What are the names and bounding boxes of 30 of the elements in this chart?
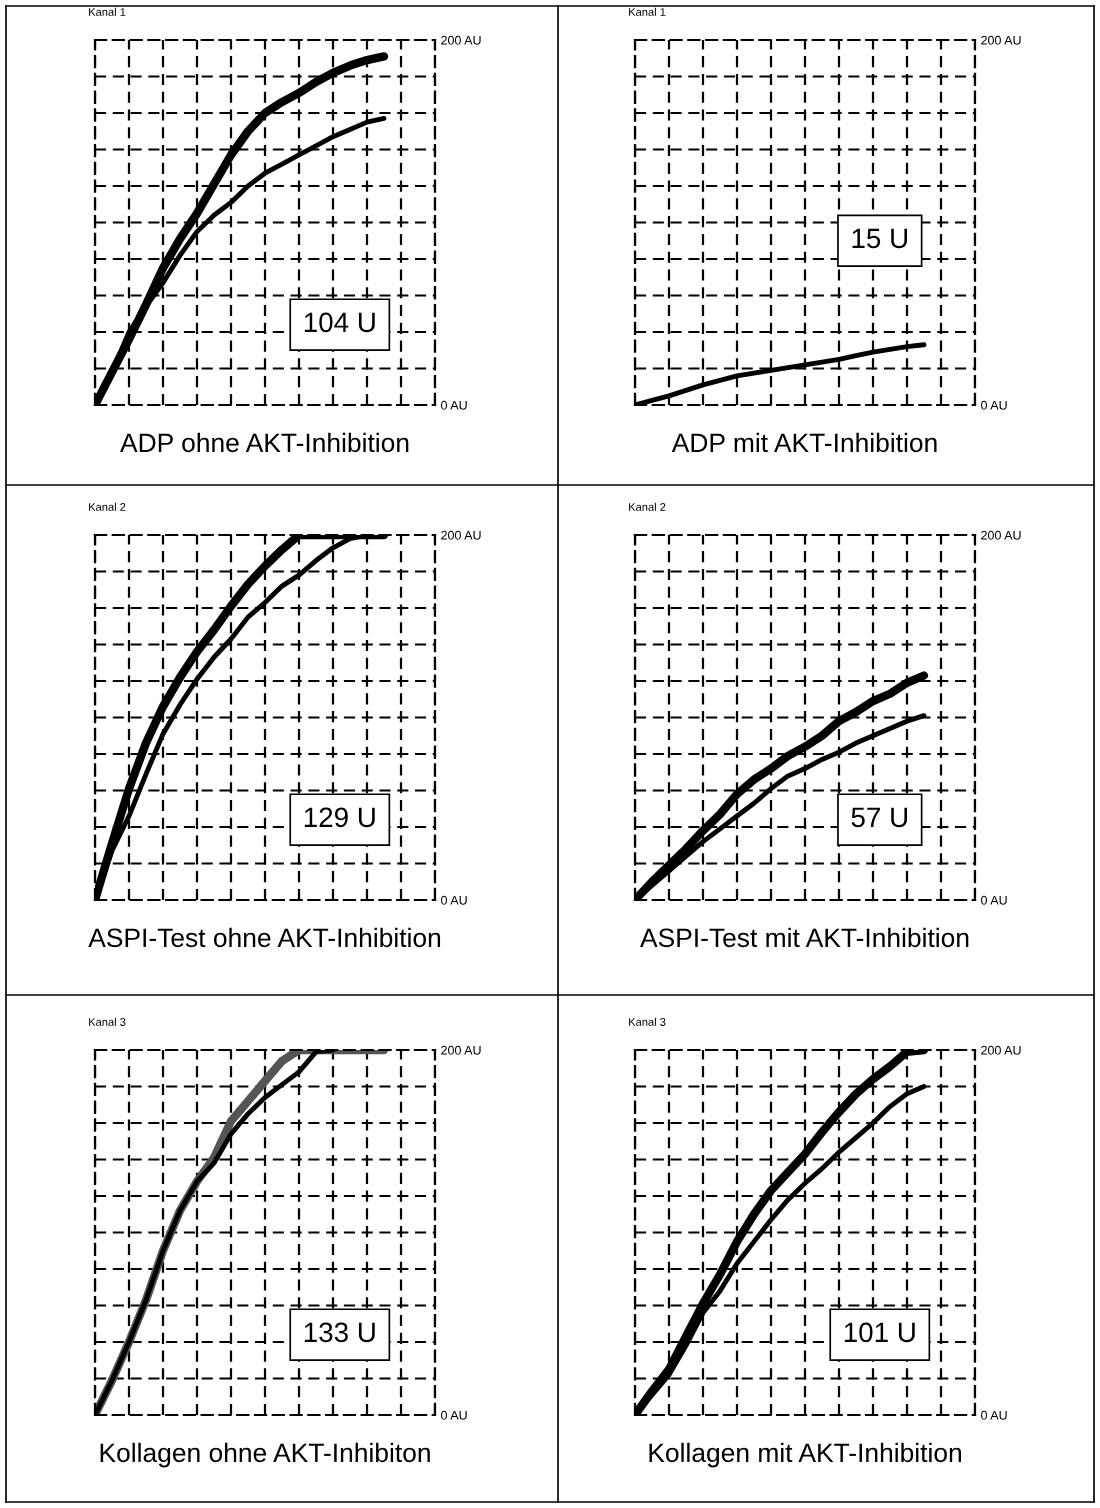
chart-title: Kanal 2 — [629, 502, 666, 511]
chart-title: Kanal 2 — [89, 502, 126, 511]
annotation: 101 U — [844, 1322, 915, 1343]
chart-title: Kanal 3 — [629, 1017, 666, 1026]
x-axis-title: ASPI-Test mit AKT-Inhibition — [640, 927, 969, 948]
annotation: 57 U — [851, 807, 907, 828]
y-tick-label: 200 AU — [981, 530, 1021, 540]
y-tick-label: 0 AU — [981, 895, 1007, 905]
x-axis-title: Kollagen mit AKT-Inhibition — [649, 1442, 961, 1468]
y-tick-label: 200 AU — [981, 35, 1021, 45]
x-axis-title: Kollagen ohne AKT-Inhibiton — [100, 1442, 430, 1468]
y-tick-label: 200 AU — [981, 1045, 1021, 1055]
x-axis-title: ADP ohne AKT-Inhibition — [120, 432, 409, 453]
y-tick-label: 200 AU — [441, 1045, 481, 1055]
x-axis-title: ASPI-Test ohne AKT-Inhibition — [88, 927, 441, 948]
y-tick-label: 0 AU — [441, 895, 467, 905]
annotation: 15 U — [852, 228, 907, 249]
annotation: 133 U — [304, 1322, 375, 1343]
chart-title: Kanal 3 — [89, 1017, 126, 1026]
y-tick-label: 200 AU — [441, 530, 481, 540]
y-tick-label: 0 AU — [981, 400, 1007, 410]
y-tick-label: 200 AU — [441, 35, 481, 45]
y-tick-label: 0 AU — [441, 1410, 467, 1420]
x-axis-title: ADP mit AKT-Inhibition — [671, 432, 937, 453]
chart-title: Kanal 1 — [629, 7, 666, 16]
annotation: 129 U — [304, 807, 375, 828]
y-tick-label: 0 AU — [981, 1410, 1007, 1420]
y-tick-label: 0 AU — [441, 400, 467, 410]
chart-title: Kanal 1 — [89, 7, 126, 16]
annotation: 104 U — [304, 312, 375, 333]
